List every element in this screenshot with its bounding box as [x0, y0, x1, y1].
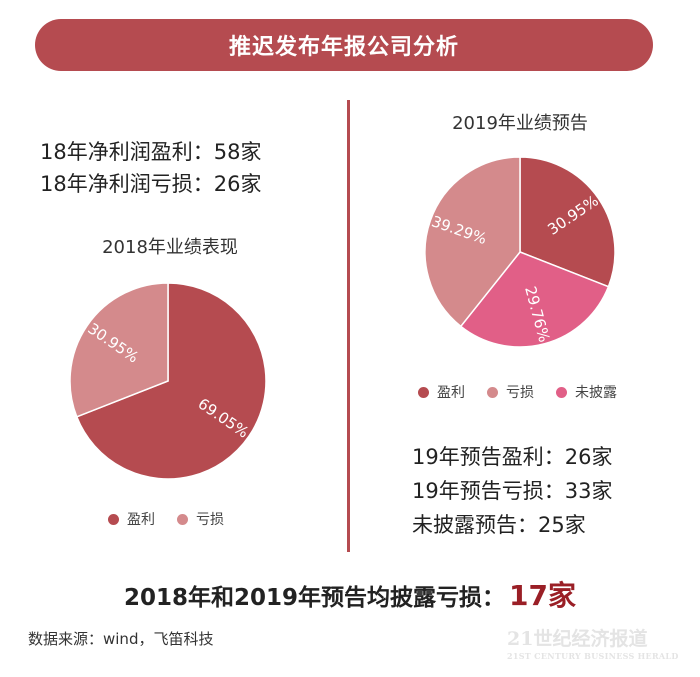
watermark-main: 21世纪经济报道: [507, 628, 648, 650]
chart-title-2019: 2019年业绩预告: [452, 113, 588, 134]
pie-slice-2: [424, 156, 521, 328]
legend-2019: 盈利 亏损 未披露: [418, 382, 639, 402]
watermark-sub: 21ST CENTURY BUSINESS HERALD: [507, 651, 679, 661]
data-source: 数据来源：wind，飞笛科技: [28, 630, 214, 648]
legend-item-undisclosed-2019: 未披露: [556, 382, 617, 402]
page-title: 推迟发布年报公司分析: [228, 35, 459, 60]
watermark-logo: 21世纪经济报道 21ST CENTURY BUSINESS HERALD: [507, 624, 679, 661]
pie-slice-0: [519, 156, 616, 288]
stat-2019-profit: 19年预告盈利：26家: [412, 445, 613, 469]
pie-slice-1: [459, 251, 610, 348]
legend-item-profit: 盈利: [108, 509, 155, 529]
legend-dot-loss: [177, 513, 188, 525]
legend-item-loss-2019: 亏损: [487, 382, 534, 402]
pie-slice-0: [75, 282, 267, 480]
legend-label-loss: 亏损: [196, 512, 224, 528]
summary-line: 2018年和2019年预告均披露亏损： 17家: [0, 574, 700, 614]
column-divider: [347, 100, 350, 552]
pie-chart-2019: 30.95%29.76%39.29%: [424, 156, 616, 348]
legend-label-profit: 盈利: [127, 512, 155, 528]
legend-2018: 盈利 亏损: [108, 509, 246, 529]
legend-dot-loss-2019: [487, 386, 498, 398]
summary-text: 2018年和2019年预告均披露亏损：: [124, 585, 506, 611]
stat-2018-profit: 18年净利润盈利：58家: [40, 140, 262, 164]
legend-dot-profit: [108, 513, 119, 525]
stat-2018-loss: 18年净利润亏损：26家: [40, 172, 262, 196]
summary-value: 17家: [509, 579, 576, 612]
legend-dot-profit-2019: [418, 386, 429, 398]
stat-undisclosed: 未披露预告：25家: [412, 513, 586, 537]
legend-item-profit-2019: 盈利: [418, 382, 465, 402]
chart-title-2018: 2018年业绩表现: [102, 237, 238, 258]
legend-dot-undisclosed-2019: [556, 386, 567, 398]
legend-item-loss: 亏损: [177, 509, 224, 529]
legend-label-loss-2019: 亏损: [506, 385, 534, 401]
title-banner: 推迟发布年报公司分析: [35, 19, 653, 71]
stat-2019-loss: 19年预告亏损：33家: [412, 479, 613, 503]
legend-label-profit-2019: 盈利: [437, 385, 465, 401]
legend-label-undisclosed-2019: 未披露: [575, 385, 617, 401]
pie-chart-2018: 69.05%30.95%: [69, 282, 267, 480]
pie-slice-1: [69, 282, 169, 418]
